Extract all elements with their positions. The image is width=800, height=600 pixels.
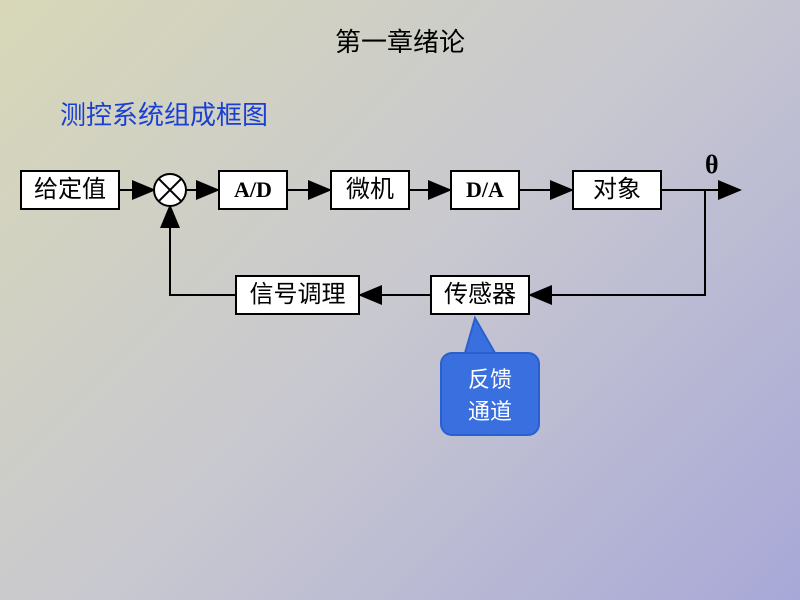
block-cond: 信号调理 (235, 275, 360, 315)
block-ad: A/D (218, 170, 288, 210)
output-symbol: θ (705, 150, 719, 180)
block-mcu: 微机 (330, 170, 410, 210)
diagram-svg (0, 0, 800, 600)
block-given: 给定值 (20, 170, 120, 210)
callout-line2: 通道 (442, 394, 538, 426)
page-subtitle: 测控系统组成框图 (60, 95, 268, 132)
block-plant: 对象 (572, 170, 662, 210)
page-title: 第一章绪论 (0, 22, 800, 59)
callout-line1: 反馈 (442, 362, 538, 394)
block-sensor: 传感器 (430, 275, 530, 315)
feedback-callout: 反馈 通道 (440, 352, 540, 436)
block-da: D/A (450, 170, 520, 210)
